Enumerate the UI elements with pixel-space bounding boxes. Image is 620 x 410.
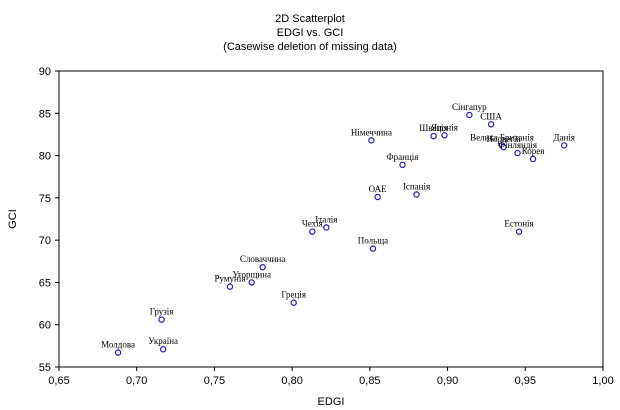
point-label: Німеччина: [351, 127, 392, 137]
y-tick-label: 90: [39, 66, 51, 78]
point-label: Греція: [281, 290, 306, 300]
point-label: Угорщина: [232, 269, 271, 279]
data-point: [248, 279, 255, 286]
data-point: [368, 137, 375, 144]
point-label: Норвегія: [487, 134, 521, 144]
axis-ticks: 0,65 0,70 0,75 0,80 0,85 0,90 0,95 1,00 55 60 65 70…: [39, 66, 614, 387]
point-label: Японія: [431, 122, 458, 132]
point-label: Україна: [148, 336, 178, 346]
data-point: [323, 224, 330, 231]
point-label: ОАЕ: [369, 184, 388, 194]
x-tick-label: 0,85: [359, 375, 380, 387]
y-tick-label: 60: [39, 320, 51, 332]
data-point: [487, 121, 495, 128]
y-tick-label: 75: [39, 193, 51, 205]
y-tick-label: 80: [39, 151, 51, 163]
point-label: Італія: [315, 214, 337, 224]
data-point: [369, 245, 377, 252]
point-label: Сінгапур: [452, 102, 487, 112]
data-point: [374, 193, 381, 201]
chart-subtitle: EDGI vs. GCI: [276, 27, 344, 39]
chart-note: (Casewise deletion of missing data): [223, 41, 397, 53]
chart-title-block: 2D Scatterplot EDGI vs. GCI (Casewise de…: [0, 12, 620, 54]
data-point: [430, 132, 437, 140]
data-point: [466, 111, 473, 119]
data-point: [226, 283, 234, 290]
data-point: [515, 228, 523, 235]
point-label: Іспанія: [403, 181, 430, 191]
point-label: Франція: [387, 152, 419, 162]
plot-frame: [58, 70, 604, 368]
y-tick-label: 70: [39, 235, 51, 247]
data-points: [114, 111, 568, 356]
data-point: [159, 346, 167, 353]
x-tick-label: 0,75: [204, 375, 225, 387]
data-point: [500, 143, 507, 151]
data-point: [114, 349, 122, 356]
data-point: [560, 142, 568, 149]
y-axis-title: GCI: [7, 209, 19, 229]
point-label: США: [480, 111, 502, 121]
point-label: Естонія: [504, 219, 533, 229]
data-point: [259, 264, 266, 271]
point-label: Румунія: [214, 274, 245, 284]
chart-title: 2D Scatterplot: [275, 13, 345, 25]
y-tick-label: 55: [39, 362, 51, 374]
x-axis-title: EDGI: [318, 396, 345, 408]
point-label: Грузія: [150, 307, 174, 317]
data-point: [441, 132, 448, 139]
point-label: Фінляндія: [498, 140, 537, 150]
data-point: [290, 299, 297, 306]
x-tick-label: 0,95: [515, 375, 536, 387]
point-label: Швеція: [419, 123, 448, 133]
point-label: Словаччина: [240, 254, 285, 264]
x-tick-label: 1,00: [592, 375, 613, 387]
y-tick-label: 65: [39, 277, 51, 289]
x-tick-label: 0,65: [48, 375, 69, 387]
point-label: Молдова: [101, 340, 135, 350]
data-point: [158, 316, 165, 323]
point-label: Велика Британія: [470, 132, 534, 142]
data-point: [413, 191, 420, 198]
data-point: [514, 149, 521, 157]
data-point: [399, 161, 406, 169]
x-tick-label: 0,80: [281, 375, 302, 387]
point-label: Польща: [358, 236, 388, 246]
x-tick-label: 0,70: [126, 375, 147, 387]
point-label: Корея: [522, 146, 545, 156]
y-tick-label: 85: [39, 108, 51, 120]
data-point: [529, 155, 537, 163]
x-tick-label: 0,90: [437, 375, 458, 387]
data-point: [309, 228, 316, 235]
point-label: Чехія: [302, 219, 323, 229]
point-label: Данія: [553, 132, 575, 142]
